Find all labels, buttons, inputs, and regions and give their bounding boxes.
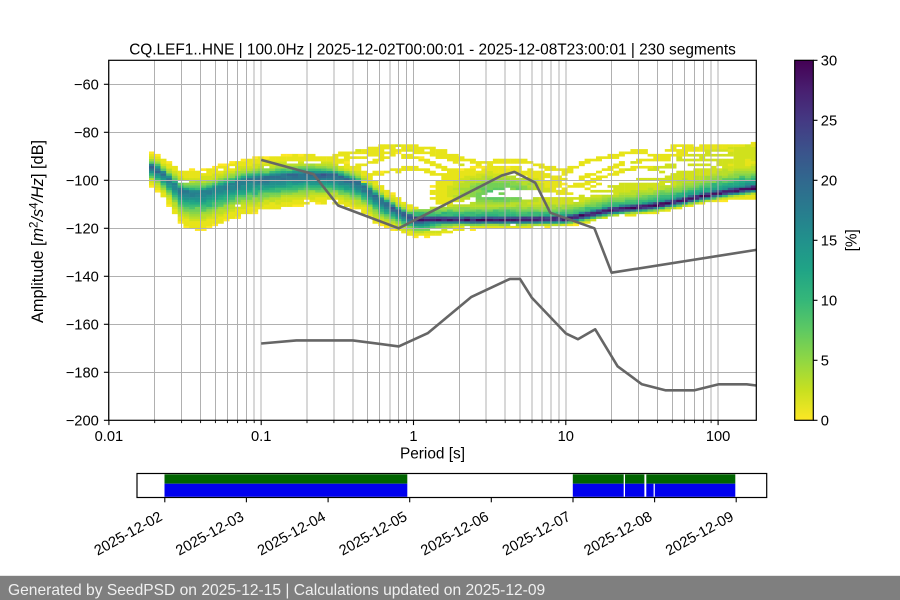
- svg-text:−60: −60: [74, 78, 99, 94]
- svg-text:15: 15: [821, 234, 837, 250]
- svg-text:−100: −100: [66, 174, 99, 190]
- svg-text:0: 0: [821, 414, 829, 430]
- svg-text:−200: −200: [66, 414, 99, 430]
- svg-text:0.1: 0.1: [251, 429, 271, 445]
- svg-text:CQ.LEF1..HNE | 100.0Hz | 2025-: CQ.LEF1..HNE | 100.0Hz | 2025-12-02T00:0…: [129, 41, 736, 58]
- svg-text:20: 20: [821, 174, 837, 190]
- svg-text:Amplitude [m2/s4/Hz] [dB]: Amplitude [m2/s4/Hz] [dB]: [29, 140, 48, 323]
- svg-text:0.01: 0.01: [95, 429, 124, 445]
- svg-text:30: 30: [821, 54, 837, 70]
- svg-text:Generated by SeedPSD on 2025-1: Generated by SeedPSD on 2025-12-15 | Cal…: [8, 582, 545, 599]
- svg-text:10: 10: [821, 294, 837, 310]
- svg-text:10: 10: [558, 429, 574, 445]
- svg-text:1: 1: [409, 429, 417, 445]
- svg-text:[%]: [%]: [844, 229, 861, 251]
- svg-text:25: 25: [821, 114, 837, 130]
- svg-text:Period [s]: Period [s]: [400, 446, 465, 463]
- svg-text:100: 100: [706, 429, 731, 445]
- svg-text:−140: −140: [66, 270, 99, 286]
- svg-text:−80: −80: [74, 126, 99, 142]
- svg-text:−160: −160: [66, 318, 99, 334]
- svg-text:5: 5: [821, 354, 829, 370]
- svg-text:−180: −180: [66, 366, 99, 382]
- svg-text:−120: −120: [66, 222, 99, 238]
